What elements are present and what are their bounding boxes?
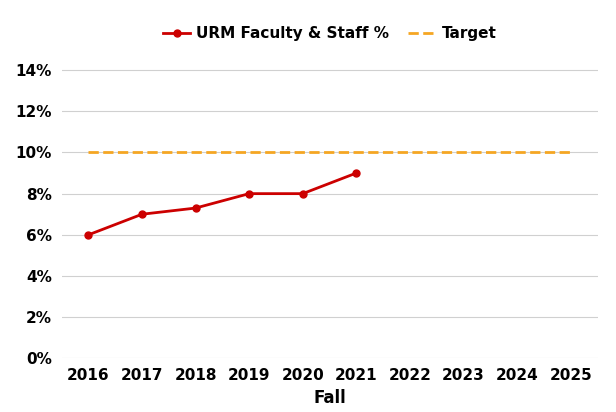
Legend: URM Faculty & Staff %, Target: URM Faculty & Staff %, Target (156, 20, 503, 47)
URM Faculty & Staff % (299, 191, 307, 196)
URM Faculty & Staff % (85, 232, 92, 237)
URM Faculty & Staff % (353, 171, 360, 176)
X-axis label: Fall: Fall (313, 389, 346, 407)
URM Faculty & Staff % (246, 191, 253, 196)
URM Faculty & Staff % (192, 206, 200, 211)
Line: URM Faculty & Staff %: URM Faculty & Staff % (85, 170, 360, 238)
URM Faculty & Staff % (139, 212, 146, 217)
